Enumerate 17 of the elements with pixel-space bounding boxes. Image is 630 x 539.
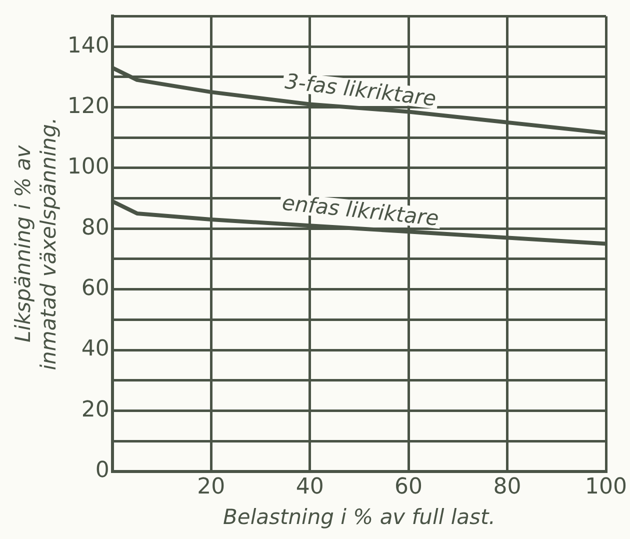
text: enfas likriktare [280,190,440,231]
y-tick-label: 140 [67,33,110,58]
x-tick-label: 80 [493,474,522,500]
y-axis-title: Likspänning i % av inmatad växelspänning. [11,117,60,370]
x-axis-title: Belastning i % av full last. [223,504,496,529]
x-tick-label: 20 [197,474,226,500]
y-tick-label: 0 [95,458,110,484]
text: 3-fas likriktare [284,69,438,111]
y-tick-label: 80 [81,215,110,240]
y-tick-label: 100 [67,154,110,180]
y-tick-label: 120 [67,94,110,119]
y-tick-label: 60 [81,276,110,302]
y-tick-label: 20 [81,397,110,422]
x-tick-label: 60 [394,474,423,500]
x-tick-label: 100 [585,474,628,500]
y-tick-label: 40 [81,336,110,362]
x-tick-label: 40 [296,474,324,500]
